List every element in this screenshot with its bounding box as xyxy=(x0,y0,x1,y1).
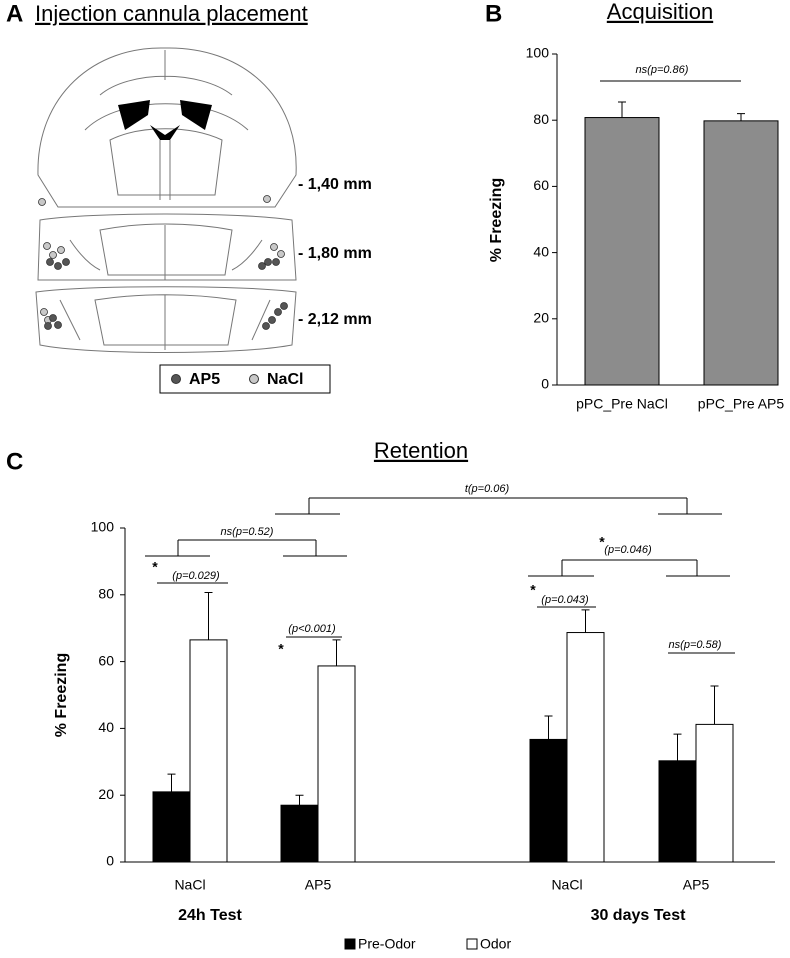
level-label: - 2,12 mm xyxy=(298,311,372,328)
bar xyxy=(695,723,734,863)
legend-box xyxy=(159,364,331,394)
x-tick-label: pPC_Pre AP5 xyxy=(698,396,785,412)
annotation: ns(p=0.52) xyxy=(221,526,274,538)
legend-swatch xyxy=(466,938,478,950)
annotation: t(p=0.06) xyxy=(465,483,510,495)
y-tick-label: 60 xyxy=(533,177,549,193)
annotation: (p=0.046) xyxy=(604,544,652,556)
bar xyxy=(566,632,605,863)
chart-title: Retention xyxy=(374,438,468,463)
x-tick-label: NaCl xyxy=(174,877,205,893)
legend-marker xyxy=(249,374,259,384)
group-label: 30 days Test xyxy=(591,907,687,924)
x-tick-label: AP5 xyxy=(305,877,332,893)
y-tick-label: 0 xyxy=(541,376,549,392)
error-bar xyxy=(204,591,213,640)
y-tick-label: 100 xyxy=(526,45,550,61)
legend-label: NaCl xyxy=(267,371,303,388)
legend-label: AP5 xyxy=(189,371,220,388)
y-tick-label: 40 xyxy=(533,243,549,259)
panel-title: Injection cannula placement xyxy=(35,1,308,26)
y-tick-label: 20 xyxy=(533,310,549,326)
y-axis-label: % Freezing xyxy=(53,653,70,737)
error-bar xyxy=(544,715,553,740)
error-bar xyxy=(618,101,626,118)
group-label: 24h Test xyxy=(178,907,242,924)
x-tick-label: AP5 xyxy=(683,877,710,893)
annotation: ns(p=0.86) xyxy=(636,64,689,76)
level-label: - 1,80 mm xyxy=(298,245,372,262)
chart-title: Acquisition xyxy=(607,0,713,24)
panel-label: C xyxy=(6,448,23,475)
level-label: - 1,40 mm xyxy=(298,176,372,193)
error-bar xyxy=(710,685,719,725)
y-tick-label: 40 xyxy=(98,719,114,735)
y-tick-label: 60 xyxy=(98,652,114,668)
error-bar xyxy=(737,113,745,121)
x-tick-label: pPC_Pre NaCl xyxy=(576,396,668,412)
brain-sections xyxy=(35,47,297,353)
y-tick-label: 20 xyxy=(98,786,114,802)
significance-star: * xyxy=(152,559,158,575)
x-tick-label: NaCl xyxy=(551,877,582,893)
bar xyxy=(189,639,228,863)
placement-dots xyxy=(38,195,288,330)
bar xyxy=(152,791,191,863)
bar xyxy=(584,117,660,386)
annotation: (p=0.043) xyxy=(541,594,589,606)
bar xyxy=(317,665,356,863)
panel-label: A xyxy=(6,0,23,27)
significance-star: * xyxy=(278,641,284,657)
error-bar xyxy=(581,609,590,633)
legend-swatch xyxy=(344,938,356,950)
annotation: ns(p=0.58) xyxy=(669,639,722,651)
error-bar xyxy=(295,794,304,806)
y-tick-label: 80 xyxy=(98,586,114,602)
significance-star: * xyxy=(599,534,605,550)
bar xyxy=(703,120,779,386)
annotation: (p=0.029) xyxy=(172,570,220,582)
y-axis-label: % Freezing xyxy=(488,178,505,262)
error-bar xyxy=(332,639,341,666)
legend-label: Odor xyxy=(480,936,511,952)
panel-label: B xyxy=(485,0,502,27)
bar xyxy=(529,738,568,863)
error-bar xyxy=(673,733,682,761)
y-tick-label: 0 xyxy=(106,853,114,869)
significance-star: * xyxy=(530,582,536,598)
bar xyxy=(280,804,319,863)
error-bar xyxy=(167,773,176,792)
y-tick-label: 100 xyxy=(91,519,115,535)
annotation: (p<0.001) xyxy=(288,623,336,635)
y-tick-label: 80 xyxy=(533,111,549,127)
legend-label: Pre-Odor xyxy=(358,936,416,952)
bar xyxy=(658,760,697,863)
legend-marker xyxy=(171,374,181,384)
